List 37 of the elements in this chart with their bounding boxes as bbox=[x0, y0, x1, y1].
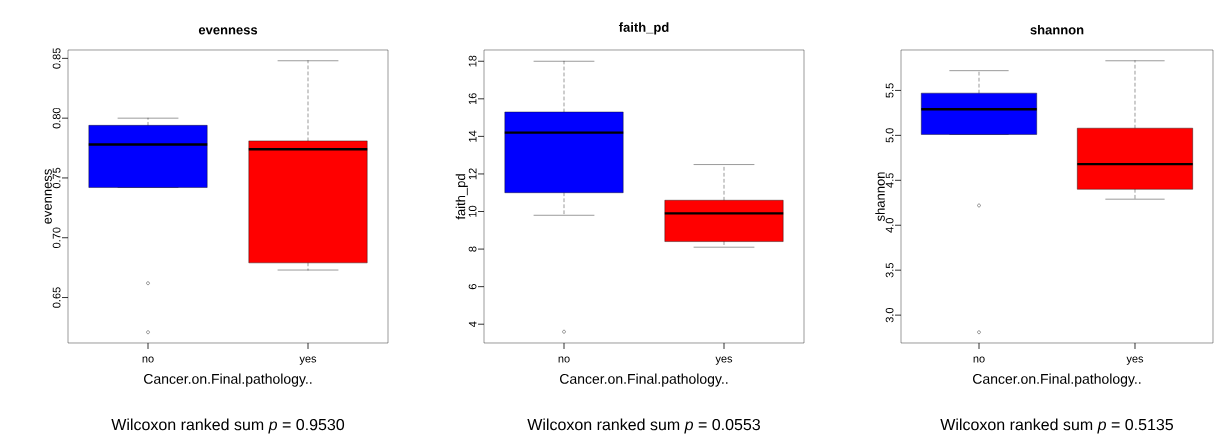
chart-title: evenness bbox=[198, 27, 258, 35]
y-tick-label: 0.85 bbox=[52, 48, 61, 69]
y-axis-title: shannon bbox=[875, 172, 885, 222]
x-tick-label: no bbox=[142, 356, 154, 363]
y-tick-label: 0.75 bbox=[52, 167, 61, 189]
chart-title: shannon bbox=[1030, 24, 1084, 35]
x-axis-title: Cancer.on.Final.pathology.. bbox=[973, 373, 1141, 387]
y-tick-label: 0.80 bbox=[52, 107, 61, 129]
y-tick-label: 10 bbox=[468, 205, 477, 217]
y-tick-label: 3.5 bbox=[885, 263, 894, 278]
y-axis-title: faith_pd bbox=[455, 174, 468, 220]
y-tick-label: 3.0 bbox=[885, 307, 894, 323]
y-tick-label: 4.0 bbox=[885, 218, 894, 233]
y-tick-label: 4.5 bbox=[885, 173, 894, 188]
y-tick-label: 5.0 bbox=[885, 128, 894, 143]
x-tick-label: no bbox=[973, 356, 985, 363]
x-axis-title: Cancer.on.Final.pathology.. bbox=[144, 373, 312, 387]
y-tick-label: 0.65 bbox=[52, 287, 61, 308]
y-tick-label: 0.70 bbox=[52, 227, 61, 249]
y-tick-label: 14 bbox=[468, 130, 477, 142]
x-tick-label: yes bbox=[1126, 356, 1144, 365]
y-axis-title: evenness bbox=[44, 169, 52, 224]
x-tick-label: yes bbox=[715, 356, 733, 365]
y-tick-label: 8 bbox=[468, 246, 477, 252]
chart-title: faith_pd bbox=[618, 22, 669, 35]
x-tick-label: no bbox=[558, 356, 570, 363]
x-tick-label: yes bbox=[299, 356, 317, 365]
y-tick-label: 5.5 bbox=[885, 83, 894, 98]
y-tick-label: 18 bbox=[468, 55, 477, 67]
x-axis-title: Cancer.on.Final.pathology.. bbox=[560, 373, 728, 387]
y-tick-label: 4 bbox=[468, 321, 477, 328]
text: Wilcoxon ranked sum p = 0.0553 bbox=[527, 418, 760, 434]
y-tick-label: 12 bbox=[468, 168, 477, 180]
text: Wilcoxon ranked sum p = 0.5135 bbox=[940, 418, 1174, 434]
y-tick-label: 16 bbox=[468, 93, 477, 105]
y-tick-label: 6 bbox=[468, 284, 477, 290]
text: Wilcoxon ranked sum p = 0.9530 bbox=[111, 418, 345, 434]
